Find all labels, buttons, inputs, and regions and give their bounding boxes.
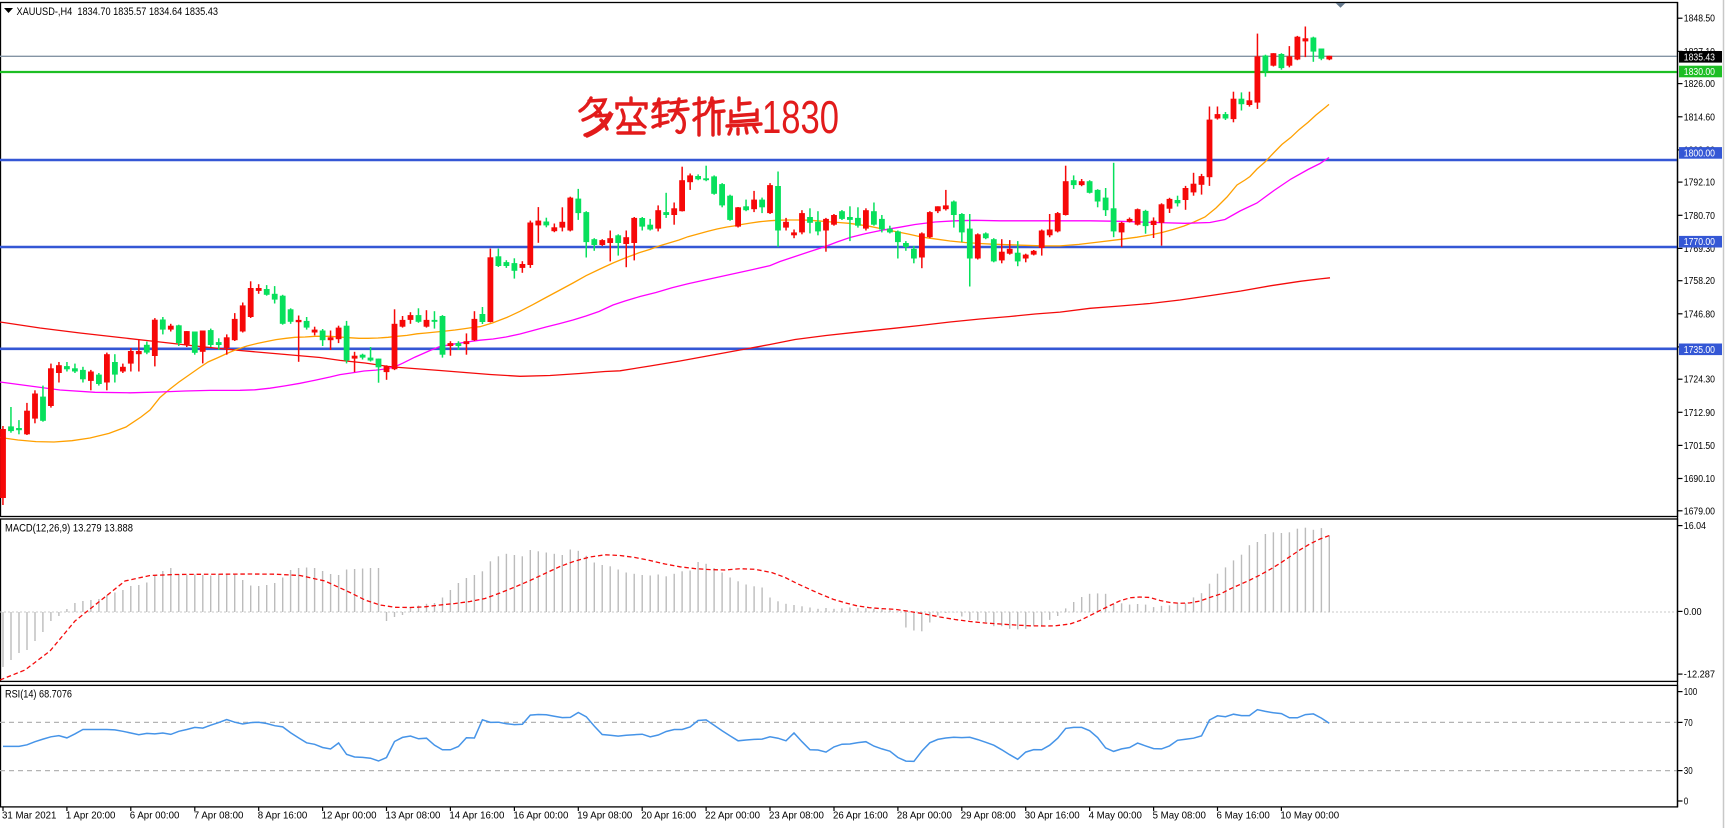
svg-text:6 May 16:00: 6 May 16:00 [1217,811,1271,822]
svg-text:6 Apr 00:00: 6 Apr 00:00 [130,811,180,822]
svg-text:1746.80: 1746.80 [1684,309,1716,320]
svg-text:30: 30 [1684,766,1693,777]
svg-text:1835.43: 1835.43 [1684,52,1715,63]
svg-text:4 May 00:00: 4 May 00:00 [1089,811,1143,822]
svg-text:7 Apr 08:00: 7 Apr 08:00 [194,811,244,822]
svg-text:MACD(12,26,9) 13.279 13.888: MACD(12,26,9) 13.279 13.888 [5,523,133,535]
svg-text:0.00: 0.00 [1684,607,1702,618]
svg-text:26 Apr 16:00: 26 Apr 16:00 [833,811,889,822]
svg-text:1814.60: 1814.60 [1684,112,1716,123]
svg-text:1724.30: 1724.30 [1684,375,1716,386]
svg-text:70: 70 [1684,718,1693,729]
svg-text:1848.50: 1848.50 [1684,14,1716,25]
svg-text:1826.00: 1826.00 [1684,79,1716,90]
svg-text:RSI(14) 68.7076: RSI(14) 68.7076 [5,689,72,701]
svg-text:100: 100 [1684,687,1698,698]
svg-text:16 Apr 00:00: 16 Apr 00:00 [513,811,569,822]
svg-text:30 Apr 16:00: 30 Apr 16:00 [1025,811,1081,822]
svg-text:1770.00: 1770.00 [1684,237,1716,248]
svg-text:13 Apr 08:00: 13 Apr 08:00 [386,811,442,822]
svg-text:1758.20: 1758.20 [1684,276,1716,287]
svg-text:12 Apr 00:00: 12 Apr 00:00 [322,811,378,822]
svg-text:1830: 1830 [762,91,839,143]
svg-text:5 May 08:00: 5 May 08:00 [1153,811,1207,822]
svg-text:28 Apr 00:00: 28 Apr 00:00 [897,811,953,822]
svg-text:-12.287: -12.287 [1684,670,1715,681]
svg-text:10 May 00:00: 10 May 00:00 [1280,811,1339,822]
svg-text:29 Apr 08:00: 29 Apr 08:00 [961,811,1017,822]
svg-text:1701.50: 1701.50 [1684,441,1716,452]
svg-text:31 Mar 2021: 31 Mar 2021 [2,811,56,822]
svg-text:1679.00: 1679.00 [1684,506,1716,517]
svg-text:19 Apr 08:00: 19 Apr 08:00 [577,811,633,822]
svg-text:1830.00: 1830.00 [1684,67,1716,78]
svg-text:1800.00: 1800.00 [1684,148,1716,159]
svg-text:1780.70: 1780.70 [1684,211,1716,222]
svg-text:1690.10: 1690.10 [1684,474,1716,485]
svg-text:14 Apr 16:00: 14 Apr 16:00 [449,811,505,822]
svg-text:23 Apr 08:00: 23 Apr 08:00 [769,811,825,822]
svg-text:8 Apr 16:00: 8 Apr 16:00 [258,811,308,822]
svg-text:1712.90: 1712.90 [1684,408,1716,419]
svg-text:1 Apr 20:00: 1 Apr 20:00 [66,811,116,822]
svg-text:22 Apr 00:00: 22 Apr 00:00 [705,811,761,822]
svg-text:0: 0 [1684,797,1689,808]
svg-text:XAUUSD-,H4 1834.70 1835.57 18: XAUUSD-,H4 1834.70 1835.57 1834.64 1835.… [17,6,219,18]
svg-text:1735.00: 1735.00 [1684,345,1716,356]
svg-text:1769.30: 1769.30 [1684,244,1716,255]
svg-text:1792.10: 1792.10 [1684,178,1716,189]
svg-text:16.04: 16.04 [1684,521,1707,532]
svg-text:20 Apr 16:00: 20 Apr 16:00 [641,811,697,822]
